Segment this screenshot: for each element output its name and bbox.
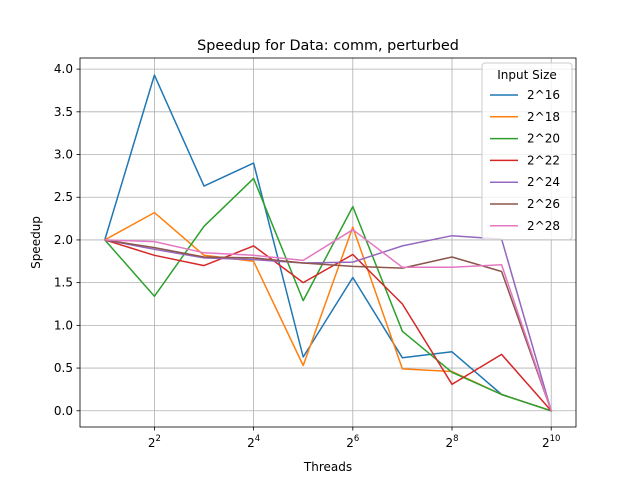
x-tick-label: 28 xyxy=(445,434,458,450)
legend: Input Size 2^16 2^18 2^20 2^22 2^24 2^26 2^28 xyxy=(481,62,573,241)
series-line-1 xyxy=(103,74,553,412)
legend-label-3: 2^20 xyxy=(527,132,560,146)
x-tick-exponent: 10 xyxy=(550,434,561,444)
legend-title: Input Size xyxy=(497,68,557,82)
x-tick-base: 2 xyxy=(346,436,354,450)
y-tick-label: 1.0 xyxy=(54,318,73,332)
legend-label-2: 2^18 xyxy=(527,110,560,124)
plot-frame xyxy=(79,57,577,428)
x-tick-label: 24 xyxy=(247,434,260,450)
series-line-3 xyxy=(103,177,553,412)
y-tick-label: 2.5 xyxy=(54,190,73,204)
x-tick-exponent: 8 xyxy=(453,434,458,444)
legend-label-5: 2^24 xyxy=(527,175,560,189)
x-tick-base: 2 xyxy=(445,436,453,450)
x-tick-exponent: 6 xyxy=(354,434,359,444)
series-line-6 xyxy=(103,239,553,412)
x-tick-exponent: 2 xyxy=(156,434,161,444)
y-tick-label: 3.5 xyxy=(54,105,73,119)
series-line-7 xyxy=(104,228,553,412)
x-axis-label: Threads xyxy=(303,460,352,474)
y-tick-label: 0.0 xyxy=(54,404,73,418)
x-tick-base: 2 xyxy=(542,436,550,450)
series-line-4 xyxy=(103,238,553,412)
y-tick-label: 0.5 xyxy=(54,361,73,375)
legend-label-4: 2^22 xyxy=(527,153,560,167)
x-tick-exponent: 4 xyxy=(255,434,260,444)
x-tick-label: 22 xyxy=(148,434,161,450)
y-axis-label: Speedup xyxy=(29,216,43,269)
y-tick-label: 3.0 xyxy=(54,148,73,162)
legend-box xyxy=(481,62,573,241)
chart-title: Speedup for Data: comm, perturbed xyxy=(197,38,459,54)
legend-items: 2^16 2^18 2^20 2^22 2^24 2^26 2^28 xyxy=(490,88,560,233)
y-tick-label: 4.0 xyxy=(54,62,73,76)
legend-label-6: 2^26 xyxy=(527,197,560,211)
y-tick-label: 2.0 xyxy=(54,233,73,247)
x-axis-ticks: 22 24 26 28 210 xyxy=(148,427,560,450)
x-tick-base: 2 xyxy=(148,436,156,450)
legend-label-1: 2^16 xyxy=(527,88,560,102)
y-axis-ticks: 0.0 0.5 1.0 1.5 2.0 2.5 3.0 3.5 4.0 xyxy=(54,62,80,418)
x-tick-label: 26 xyxy=(346,434,359,450)
legend-label-7: 2^28 xyxy=(527,219,560,233)
series-line-5 xyxy=(103,234,553,412)
x-tick-label: 210 xyxy=(542,434,560,450)
x-tick-base: 2 xyxy=(247,436,255,450)
y-tick-label: 1.5 xyxy=(54,276,73,290)
series-lines xyxy=(103,74,553,412)
